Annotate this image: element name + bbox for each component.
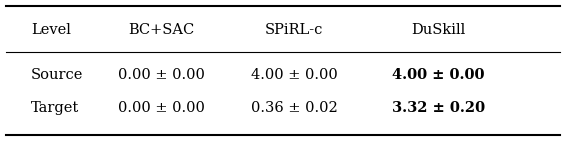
Text: 4.00 ± 0.00: 4.00 ± 0.00 xyxy=(251,68,338,82)
Text: BC+SAC: BC+SAC xyxy=(128,23,195,37)
Text: DuSkill: DuSkill xyxy=(411,23,466,37)
Text: 4.00 ± 0.00: 4.00 ± 0.00 xyxy=(392,68,485,82)
Text: 0.36 ± 0.02: 0.36 ± 0.02 xyxy=(251,101,338,115)
Text: Level: Level xyxy=(31,23,71,37)
Text: 0.00 ± 0.00: 0.00 ± 0.00 xyxy=(118,68,205,82)
Text: 0.00 ± 0.00: 0.00 ± 0.00 xyxy=(118,101,205,115)
Text: Target: Target xyxy=(31,101,79,115)
Text: 3.32 ± 0.20: 3.32 ± 0.20 xyxy=(392,101,485,115)
Text: Source: Source xyxy=(31,68,84,82)
Text: SPiRL-c: SPiRL-c xyxy=(265,23,324,37)
